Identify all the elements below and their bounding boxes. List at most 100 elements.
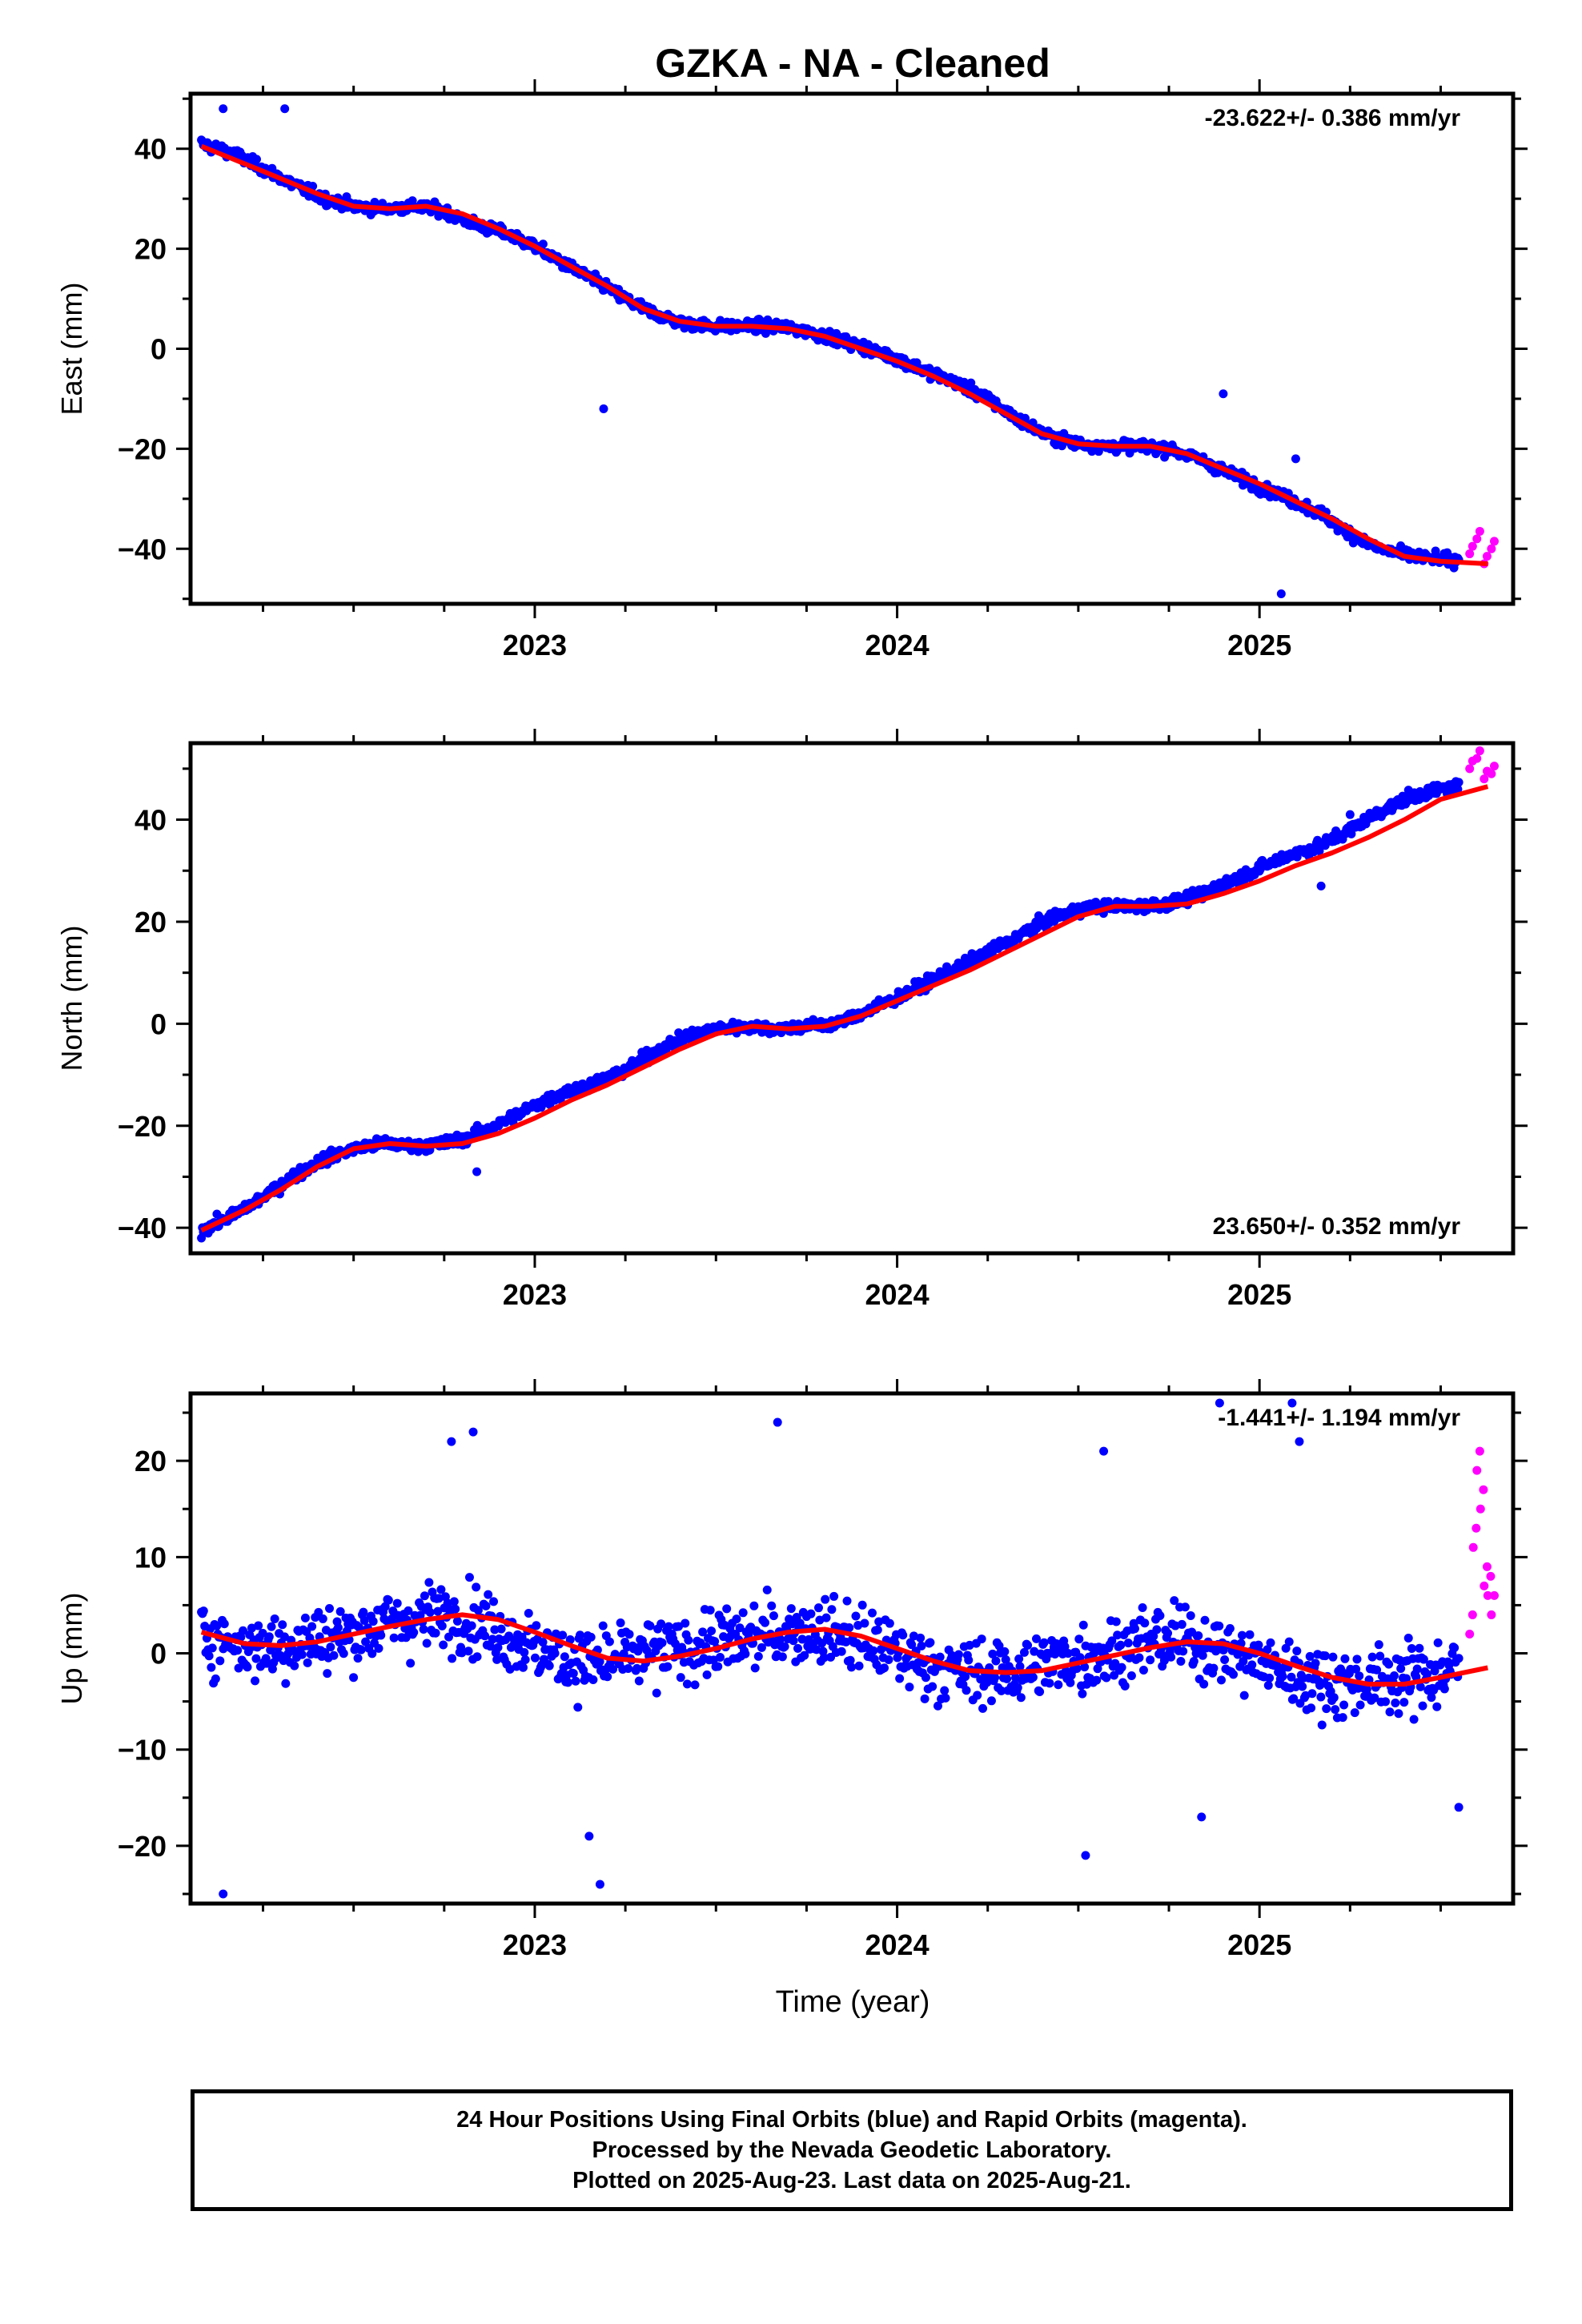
x-tick-label: 2025 xyxy=(1227,1278,1291,1311)
final-orbit-point xyxy=(715,1652,725,1662)
outlier-point xyxy=(1197,1812,1207,1822)
final-orbit-point xyxy=(994,1641,1004,1651)
final-orbit-point xyxy=(793,1643,803,1653)
final-orbit-point xyxy=(973,1691,982,1700)
final-orbit-point xyxy=(977,1634,986,1644)
rapid-orbit-point xyxy=(1487,1610,1496,1619)
final-orbit-point xyxy=(1340,1654,1350,1663)
final-orbit-point xyxy=(933,1701,942,1711)
final-orbit-point xyxy=(1111,1617,1121,1626)
rapid-orbit-point xyxy=(1468,1542,1478,1552)
final-orbit-point xyxy=(1140,1618,1150,1628)
final-orbit-point xyxy=(797,1634,807,1644)
x-tick-label: 2025 xyxy=(1227,1928,1291,1961)
final-orbit-point xyxy=(323,1669,332,1679)
final-orbit-point xyxy=(518,1663,528,1672)
final-orbit-point xyxy=(297,1650,307,1659)
final-orbit-point xyxy=(278,1620,287,1630)
final-orbit-point xyxy=(1412,1664,1422,1674)
final-orbit-point xyxy=(821,1594,830,1604)
final-orbit-point xyxy=(520,1655,530,1664)
y-axis-label: East (mm) xyxy=(55,283,88,416)
final-orbit-point xyxy=(1028,1672,1038,1682)
outlier-point xyxy=(1081,1851,1090,1860)
final-orbit-point xyxy=(422,1638,432,1648)
final-orbit-point xyxy=(212,1621,222,1630)
final-orbit-point xyxy=(488,1634,497,1644)
final-orbit-point xyxy=(713,1662,723,1671)
final-orbit-point xyxy=(1015,1662,1025,1671)
outlier-point xyxy=(447,1437,456,1446)
final-orbit-point xyxy=(1072,1664,1082,1674)
final-orbit-point xyxy=(988,1649,998,1659)
final-orbit-point xyxy=(634,1676,644,1686)
final-orbit-point xyxy=(738,1608,748,1618)
final-orbit-point xyxy=(493,1642,503,1652)
final-orbit-point xyxy=(1002,1674,1012,1683)
final-orbit-point xyxy=(1427,1693,1436,1703)
final-orbit-point xyxy=(472,1652,482,1662)
final-orbit-point xyxy=(837,1647,846,1656)
final-orbit-point xyxy=(586,1632,596,1642)
outlier-point xyxy=(595,1880,604,1889)
final-orbit-point xyxy=(676,1673,685,1683)
final-orbit-point xyxy=(1063,1649,1073,1659)
final-orbit-point xyxy=(846,1663,856,1672)
final-orbit-point xyxy=(1355,1671,1364,1681)
rapid-orbit-point xyxy=(1480,1581,1489,1590)
final-orbit-point xyxy=(940,1686,950,1695)
final-orbit-point xyxy=(684,1635,693,1645)
final-orbit-point xyxy=(420,1591,429,1601)
final-orbit-point xyxy=(1186,1610,1195,1620)
final-orbit-point xyxy=(1347,829,1356,838)
final-orbit-point xyxy=(392,1598,402,1608)
caption-line-2: Processed by the Nevada Geodetic Laborat… xyxy=(592,2137,1112,2163)
final-orbit-point xyxy=(795,1618,805,1628)
final-orbit-point xyxy=(964,1655,974,1665)
final-orbit-point xyxy=(1263,1645,1272,1655)
final-orbit-point xyxy=(1350,1708,1359,1718)
final-orbit-point xyxy=(490,1625,500,1634)
final-orbit-point xyxy=(484,1590,493,1599)
final-orbit-point xyxy=(1123,1638,1133,1648)
final-orbit-point xyxy=(290,1661,299,1671)
final-orbit-point xyxy=(1189,1657,1199,1667)
final-orbit-points xyxy=(197,1398,1499,1899)
final-orbit-point xyxy=(819,1653,829,1663)
final-orbit-point xyxy=(780,1642,789,1651)
final-orbit-point xyxy=(1039,1638,1049,1647)
final-orbit-point xyxy=(619,1649,628,1659)
final-orbit-point xyxy=(917,1641,926,1651)
final-orbit-point xyxy=(1126,1671,1136,1681)
final-orbit-point xyxy=(1415,1682,1425,1691)
final-orbit-point xyxy=(1107,1636,1117,1646)
final-orbit-point xyxy=(419,1625,428,1634)
final-orbit-point xyxy=(472,1582,481,1592)
final-orbit-point xyxy=(480,1631,490,1641)
final-orbit-point xyxy=(433,1606,443,1616)
y-tick-label: −20 xyxy=(118,1830,167,1863)
final-orbit-point xyxy=(1138,1602,1147,1612)
final-orbit-point xyxy=(1239,1656,1248,1666)
final-orbit-point xyxy=(207,1643,217,1653)
final-orbit-point xyxy=(353,1654,363,1663)
final-orbit-point xyxy=(266,1645,275,1655)
rapid-orbit-point xyxy=(1468,1610,1477,1619)
final-orbit-point xyxy=(1401,1674,1411,1683)
final-orbit-point xyxy=(233,1646,243,1655)
final-orbit-point xyxy=(682,1679,692,1689)
final-orbit-point xyxy=(1394,1709,1403,1719)
final-orbit-point xyxy=(829,1591,839,1601)
final-orbit-point xyxy=(1066,1678,1075,1687)
final-orbit-point xyxy=(1454,1654,1464,1663)
final-orbit-point xyxy=(845,1655,855,1665)
final-orbit-point xyxy=(563,1678,572,1687)
outlier-point xyxy=(280,104,290,114)
y-tick-label: 0 xyxy=(151,1638,167,1671)
final-orbit-point xyxy=(789,1636,798,1646)
final-orbit-point xyxy=(538,239,548,249)
final-orbit-point xyxy=(451,1604,460,1614)
final-orbit-point xyxy=(406,1659,416,1668)
y-tick-label: 40 xyxy=(135,133,167,166)
final-orbit-point xyxy=(1209,1663,1219,1673)
